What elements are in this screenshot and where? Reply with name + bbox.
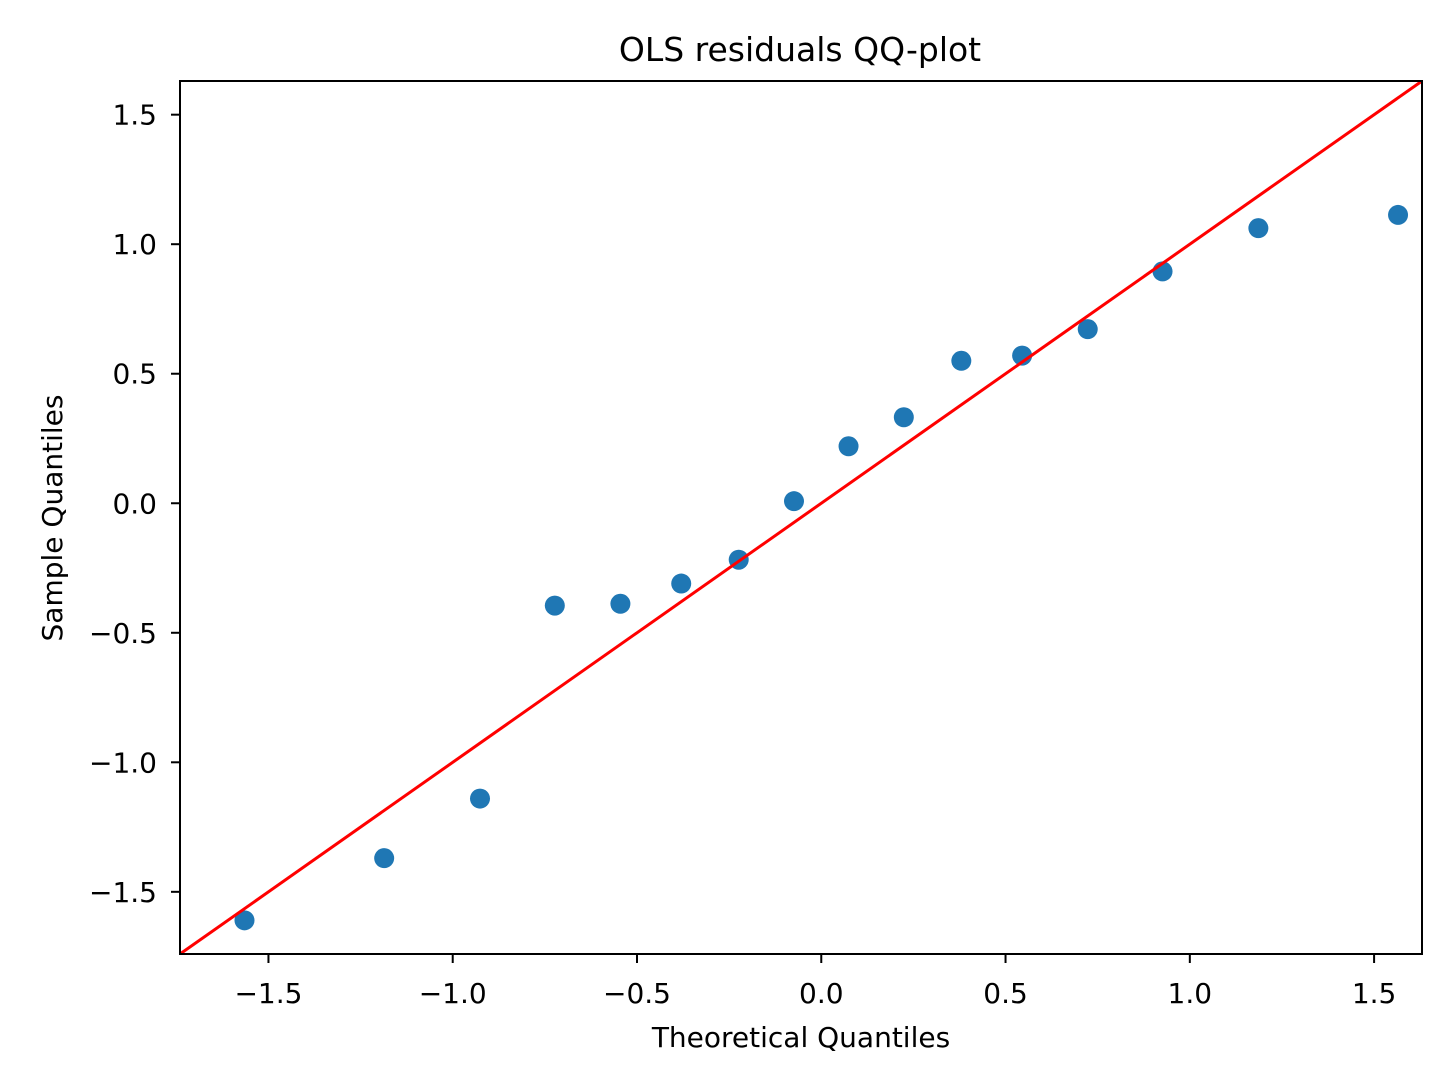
x-axis-title: Theoretical Quantiles <box>651 1021 950 1054</box>
data-point <box>784 491 804 512</box>
y-tick-label: 1.5 <box>112 99 157 132</box>
x-tick-label: −1.0 <box>419 977 487 1010</box>
chart-title: OLS residuals QQ-plot <box>619 30 981 69</box>
y-axis-title: Sample Quantiles <box>36 395 69 642</box>
x-tick-label: 0.5 <box>983 977 1028 1010</box>
data-point <box>1077 319 1098 340</box>
data-point <box>470 788 490 809</box>
data-point <box>893 407 914 428</box>
data-point <box>951 350 972 371</box>
x-tick-label: 1.5 <box>1352 977 1397 1010</box>
axes-frame <box>179 80 1423 955</box>
data-point <box>544 595 565 616</box>
y-tick-label: 1.0 <box>112 228 157 261</box>
x-tick-label: 0.0 <box>799 977 844 1010</box>
data-point <box>1388 204 1409 225</box>
data-point <box>374 848 395 869</box>
y-tick-label: 0.5 <box>112 358 157 391</box>
data-point <box>671 573 692 594</box>
x-tick-label: −0.5 <box>603 977 671 1010</box>
y-tick-label: −1.5 <box>89 876 157 909</box>
data-point <box>234 910 255 931</box>
data-point <box>610 593 631 614</box>
y-tick-label: −0.5 <box>89 617 157 650</box>
y-axis-ticks: −1.5 −1.0 −0.5 0.0 0.5 1.0 1.5 <box>89 99 180 909</box>
x-tick-label: −1.5 <box>234 977 302 1010</box>
x-axis-ticks: −1.5 −1.0 −0.5 0.0 0.5 1.0 1.5 <box>234 954 1396 1010</box>
y-tick-label: 0.0 <box>112 487 157 520</box>
reference-line <box>180 81 1422 954</box>
data-point <box>1012 345 1033 366</box>
data-point <box>838 436 859 457</box>
y-tick-label: −1.0 <box>89 746 157 779</box>
x-tick-label: 1.0 <box>1168 977 1213 1010</box>
plot-area <box>180 81 1422 954</box>
data-point <box>1248 218 1269 239</box>
